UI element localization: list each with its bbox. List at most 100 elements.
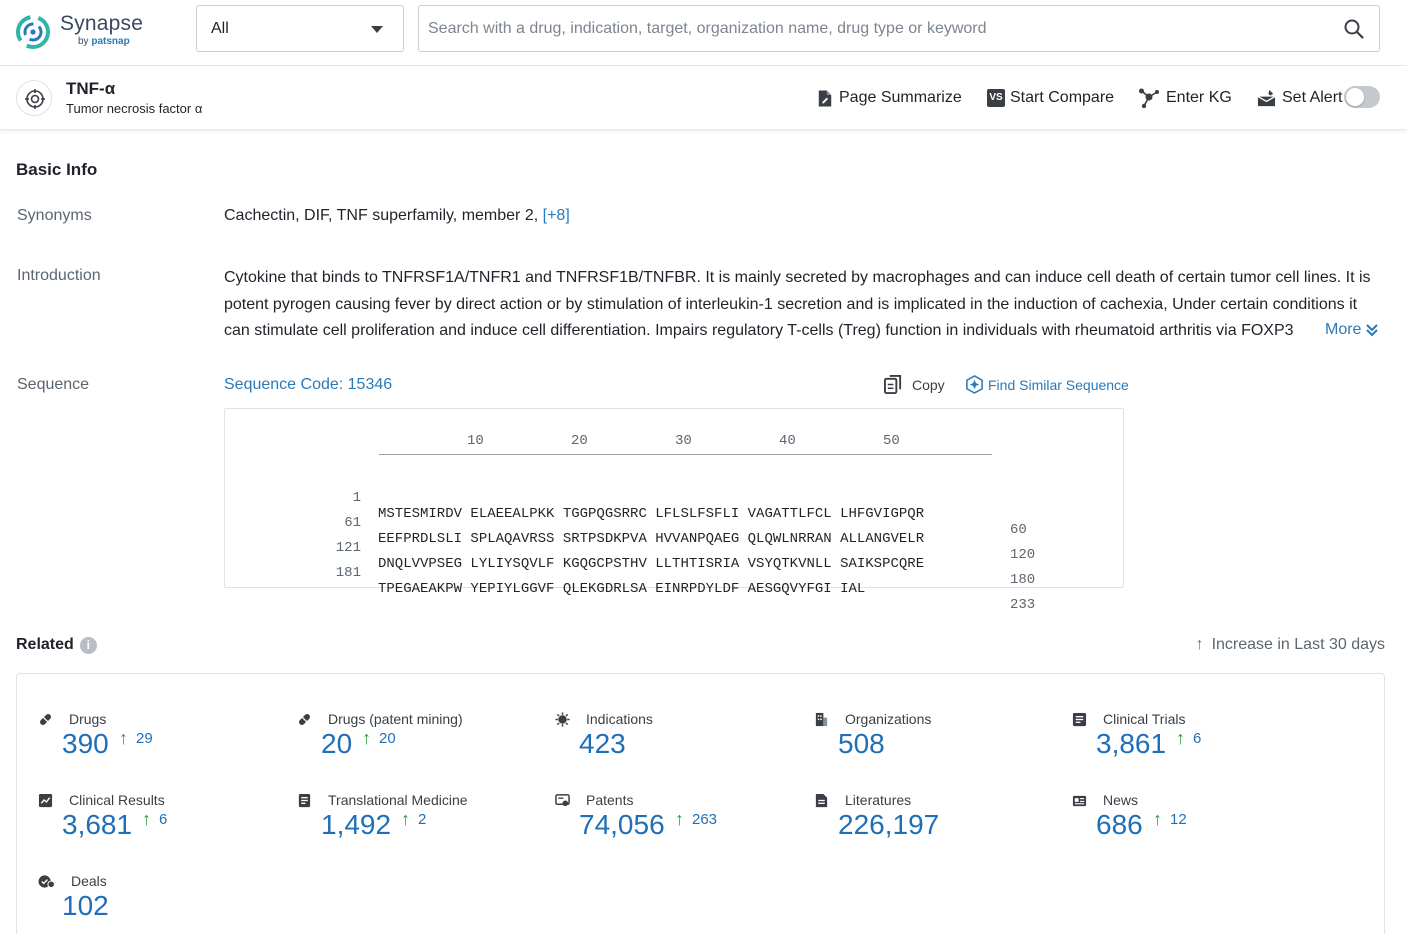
deal-icon xyxy=(38,874,63,889)
increase-arrow-icon: ↑ xyxy=(142,809,151,830)
stat-increase: ↑29 xyxy=(119,728,153,749)
stat-increase-value: 6 xyxy=(1193,730,1201,747)
stat-label-text: Patents xyxy=(586,792,633,808)
patent-icon xyxy=(555,793,578,808)
stat-increase: ↑6 xyxy=(142,809,167,830)
target-avatar xyxy=(16,80,52,116)
increase-legend-label: Increase in Last 30 days xyxy=(1212,636,1385,654)
set-alert-label: Set Alert xyxy=(1282,89,1342,107)
stat-label: Drugs (patent mining) xyxy=(297,711,463,727)
stat-increase-value: 6 xyxy=(159,811,167,828)
related-stat-literatures[interactable]: Literatures226,197 xyxy=(814,792,1054,864)
app-by-line: by patsnap xyxy=(78,36,130,47)
synapse-logo[interactable]: Synapse by patsnap xyxy=(14,11,144,51)
related-stats-panel: Drugs390↑29Drugs (patent mining)20↑20Ind… xyxy=(16,673,1385,934)
related-stat-drugs[interactable]: Drugs390 ↑29 xyxy=(38,711,278,783)
clipboard-icon xyxy=(1072,712,1095,727)
stat-label-text: Drugs xyxy=(69,711,106,727)
page-summarize-label: Page Summarize xyxy=(839,89,962,107)
stat-increase: ↑12 xyxy=(1153,809,1187,830)
stat-increase: ↑20 xyxy=(362,728,396,749)
chevron-down-icon xyxy=(371,26,383,33)
related-stat-news[interactable]: News686↑12 xyxy=(1072,792,1312,864)
stat-increase-value: 263 xyxy=(692,811,717,828)
synapse-logo-icon xyxy=(14,13,52,51)
synonyms-more-link[interactable]: [+8] xyxy=(543,207,570,224)
increase-arrow-icon: ↑ xyxy=(1176,728,1185,749)
synonyms-value: Cachectin, DIF, TNF superfamily, member … xyxy=(224,207,570,225)
stat-count[interactable]: 3,681 xyxy=(62,809,132,841)
stat-count[interactable]: 508 xyxy=(838,728,885,760)
stat-count[interactable]: 423 xyxy=(579,728,626,760)
stat-count[interactable]: 74,056 xyxy=(579,809,665,841)
copy-sequence-button[interactable]: Copy xyxy=(884,375,945,394)
stat-label-text: Clinical Results xyxy=(69,792,165,808)
stat-label-text: Translational Medicine xyxy=(328,792,468,808)
related-stat-deals[interactable]: Deals102 xyxy=(38,873,278,934)
sequence-row: 1 MSTESMIRDV ELAEEALPKK TGGPQGSRRC LFLSL… xyxy=(225,474,1125,492)
sequence-row: 181 TPEGAEAKPW YEPIYLGGVF QLEKGDRLSA EIN… xyxy=(225,549,1125,567)
enter-kg-label: Enter KG xyxy=(1166,89,1232,107)
increase-arrow-icon: ↑ xyxy=(1196,636,1204,654)
info-icon[interactable]: i xyxy=(80,637,97,654)
top-bar: Synapse by patsnap All xyxy=(0,0,1407,66)
stat-count[interactable]: 686 xyxy=(1096,809,1143,841)
stat-count[interactable]: 102 xyxy=(62,890,109,922)
stat-label-text: Deals xyxy=(71,873,107,889)
target-header: TNF-α Tumor necrosis factor α Page Summa… xyxy=(0,66,1407,130)
search-scope-value: All xyxy=(211,20,229,38)
related-stat-clinical-results[interactable]: Clinical Results3,681↑6 xyxy=(38,792,278,864)
app-name: Synapse xyxy=(60,12,143,36)
stat-increase-value: 29 xyxy=(136,730,153,747)
toggle-knob xyxy=(1346,88,1364,106)
page-summarize-button[interactable]: Page Summarize xyxy=(817,86,962,110)
stat-label: Organizations xyxy=(814,711,931,727)
increase-arrow-icon: ↑ xyxy=(401,809,410,830)
set-alert-label-group[interactable]: Set Alert xyxy=(1257,86,1342,110)
introduction-more-button[interactable]: More xyxy=(1325,321,1379,339)
search-scope-select[interactable]: All xyxy=(196,5,404,52)
related-stat-clinical-trials[interactable]: Clinical Trials3,861 ↑ 6 xyxy=(1072,711,1312,783)
sequence-viewer: 10 20 30 40 50 1 MSTESMIRDV ELAEEALPKK T… xyxy=(224,408,1124,588)
search-icon[interactable] xyxy=(1343,18,1365,40)
pill-icon xyxy=(38,712,61,727)
increase-legend: ↑ Increase in Last 30 days xyxy=(1196,636,1385,654)
stat-label: Clinical Trials xyxy=(1072,711,1185,727)
sequence-label: Sequence xyxy=(17,376,89,394)
stat-count[interactable]: 226,197 xyxy=(838,809,939,841)
search-input[interactable] xyxy=(428,16,1328,42)
related-stat-patents[interactable]: Patents74,056 ↑263 xyxy=(555,792,795,864)
ruler-tick: 10 xyxy=(467,433,484,449)
stat-increase: ↑263 xyxy=(675,809,717,830)
synonyms-text: Cachectin, DIF, TNF superfamily, member … xyxy=(224,207,538,224)
related-stat-translational-medicine[interactable]: Translational Medicine1,492↑2 xyxy=(297,792,537,864)
stat-count[interactable]: 1,492 xyxy=(321,809,391,841)
stat-label-text: Drugs (patent mining) xyxy=(328,711,463,727)
set-alert-toggle[interactable] xyxy=(1344,86,1380,108)
stat-count[interactable]: 3,861 xyxy=(1096,728,1166,760)
stat-label: Clinical Results xyxy=(38,792,165,808)
related-stat-indications[interactable]: Indications423 xyxy=(555,711,795,783)
related-stat-drugs-patent-mining[interactable]: Drugs (patent mining)20↑20 xyxy=(297,711,537,783)
start-compare-button[interactable]: VS Start Compare xyxy=(987,86,1114,110)
stat-count[interactable]: 20 xyxy=(321,728,352,760)
double-chevron-down-icon xyxy=(1365,323,1379,337)
basic-info-title: Basic Info xyxy=(16,160,97,180)
stat-count[interactable]: 390 xyxy=(62,728,109,760)
literature-icon xyxy=(814,793,837,808)
introduction-text: Cytokine that binds to TNFRSF1A/TNFR1 an… xyxy=(224,265,1379,345)
stat-increase-value: 20 xyxy=(379,730,396,747)
news-icon xyxy=(1072,793,1095,808)
sequence-code-link[interactable]: Sequence Code: 15346 xyxy=(224,376,392,394)
stat-label-text: Literatures xyxy=(845,792,911,808)
find-similar-sequence-button[interactable]: Find Similar Sequence xyxy=(965,375,1129,394)
introduction-label: Introduction xyxy=(17,267,101,285)
related-stat-organizations[interactable]: Organizations508 xyxy=(814,711,1054,783)
start-compare-label: Start Compare xyxy=(1010,89,1114,107)
copy-label: Copy xyxy=(912,377,945,393)
target-name: TNF-α xyxy=(66,79,115,99)
ruler-tick: 40 xyxy=(779,433,796,449)
introduction-more-label: More xyxy=(1325,321,1361,339)
stat-label: Literatures xyxy=(814,792,911,808)
enter-kg-button[interactable]: Enter KG xyxy=(1138,86,1232,110)
